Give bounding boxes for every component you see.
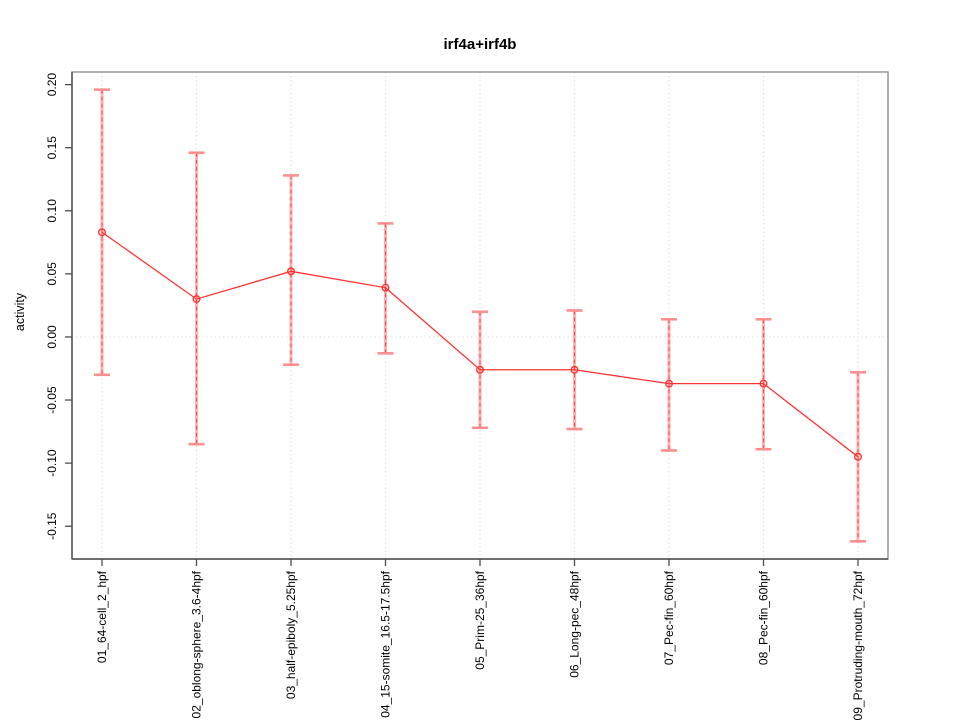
y-tick-label: -0.05 [45,386,59,414]
y-tick-label: 0.05 [45,262,59,286]
data-point [476,365,485,374]
y-tick-label: 0.15 [45,136,59,160]
y-tick-label: 0.10 [45,199,59,223]
x-tick-label: 07_Pec-fin_60hpf [662,570,676,665]
series-line [101,231,859,458]
data-point [759,379,768,388]
x-tick-label: 04_15-somite_16.5-17.5hpf [379,570,393,717]
x-tick-label: 08_Pec-fin_60hpf [757,570,771,665]
x-tick-label: 03_half-epiboly_5.25hpf [284,570,298,699]
x-tick-label: 05_Prim-25_36hpf [473,570,487,669]
y-tick-label: -0.10 [45,449,59,477]
data-point [192,295,201,304]
plot-area: -0.15 -0.10 -0.05 0.00 0.05 0.10 0.15 0.20 01_64… [45,71,889,720]
y-tick-label: 0.20 [45,73,59,97]
x-tick-label: 02_oblong-sphere_3.6-4hpf [190,570,204,718]
x-tick-label: 01_64-cell_2_hpf [95,570,109,663]
x-tick-label: 09_Protruding-mouth_72hpf [851,570,865,720]
x-tick-label: 06_Long-pec_48hpf [568,570,582,677]
data-point [287,267,296,276]
y-tick-label: 0.00 [45,325,59,349]
y-tick-label: -0.15 [45,512,59,540]
chart-title: irf4a+irf4b [444,36,517,53]
data-point [570,365,579,374]
y-axis-label: activity [13,292,27,331]
data-point [97,228,106,237]
data-point [854,452,863,461]
data-point [381,283,390,292]
data-point [665,379,674,388]
